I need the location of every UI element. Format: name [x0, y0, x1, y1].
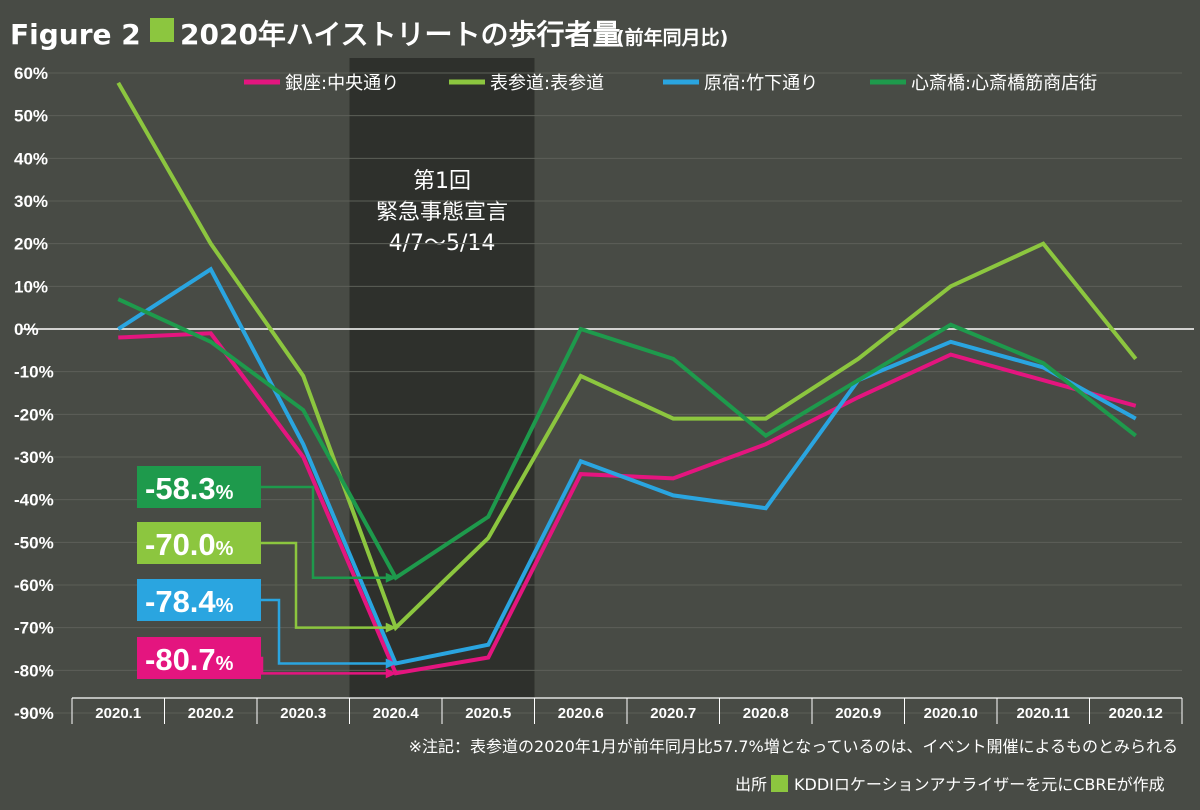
x-tick-label: 2020.9	[835, 705, 881, 722]
y-tick-label: -80%	[14, 661, 54, 680]
y-tick-label: 40%	[14, 149, 48, 168]
x-tick-label: 2020.4	[373, 705, 420, 722]
grid	[22, 72, 1194, 714]
x-tick-label: 2020.11	[1017, 705, 1070, 722]
x-tick-label: 2020.3	[280, 705, 326, 722]
callout-arrowhead	[385, 658, 397, 669]
y-axis: 60% 50% 40% 30% 20% 10% 0% -10% -20% -30% -40% -50%…	[14, 64, 54, 723]
y-tick-label: 10%	[14, 277, 48, 296]
x-tick-label: 2020.10	[924, 705, 978, 722]
legend-label-shinsaibashi: 心斎橋:心斎橋筋商店街	[911, 73, 1097, 94]
emergency-period-shade	[349, 58, 535, 698]
callout-arrowhead	[385, 668, 397, 679]
series-line-3	[117, 297, 1137, 581]
callout-value: -80.7%	[145, 642, 234, 677]
y-tick-label: -70%	[14, 619, 54, 638]
x-tick-label: 2020.2	[188, 705, 234, 722]
chart-subtitle: (前年同月比)	[616, 26, 728, 49]
figure-label: Figure 2	[10, 18, 141, 51]
legend-label-omotesando: 表参道:表参道	[490, 73, 604, 94]
callout-value: -78.4%	[145, 584, 234, 619]
footnote: ※注記：表参道の2020年1月が前年同月比57.7%増となっているのは、イベント…	[409, 737, 1178, 756]
y-tick-label: -20%	[14, 405, 54, 424]
y-tick-label: -40%	[14, 491, 54, 510]
y-tick-label: -60%	[14, 576, 54, 595]
y-tick-label: -90%	[14, 704, 54, 723]
series-line-2	[117, 266, 1137, 666]
source-label: 出所	[735, 775, 767, 794]
y-tick-label: -30%	[14, 448, 54, 467]
callout-value: -70.0%	[145, 527, 234, 562]
callout-box	[137, 637, 261, 679]
callout-value: -58.3%	[145, 471, 234, 506]
legend: 銀座:中央通り 表参道:表参道 原宿:竹下通り 心斎橋:心斎橋筋商店街	[244, 73, 1097, 94]
x-tick-label: 2020.5	[465, 705, 511, 722]
series-line-0	[118, 331, 1137, 676]
title-square-icon	[150, 18, 174, 42]
x-tick-label: 2020.12	[1109, 705, 1163, 722]
callout-box	[137, 466, 261, 508]
series-line-1	[116, 81, 1138, 632]
callout-connector	[261, 598, 388, 665]
x-tick-label: 2020.7	[650, 705, 696, 722]
y-tick-label: 20%	[14, 235, 48, 254]
emergency-period-label-line1: 第1回	[413, 169, 471, 194]
x-axis: 2020.1 2020.2 2020.3 2020.4 2020.5 2020.6 2020…	[71, 697, 1183, 724]
emergency-period-label-line2: 緊急事態宣言	[376, 200, 508, 225]
callout-box	[137, 579, 261, 621]
source-text: KDDIロケーションアナライザーを元にCBREが作成	[794, 775, 1165, 794]
x-tick-label: 2020.6	[558, 705, 604, 722]
x-tick-label: 2020.8	[743, 705, 789, 722]
y-tick-label: 0%	[14, 320, 39, 339]
y-tick-label: -10%	[14, 363, 54, 382]
y-tick-label: 60%	[14, 64, 48, 83]
callout-connector	[261, 541, 388, 629]
y-tick-label: -50%	[14, 533, 54, 552]
x-tick-label: 2020.1	[95, 705, 141, 722]
y-tick-label: 50%	[14, 107, 48, 126]
series-lines	[116, 81, 1138, 676]
callout-box	[137, 522, 261, 564]
legend-label-ginza: 銀座:中央通り	[285, 73, 399, 94]
callouts: -58.3% -70.0% -78.4% -80.7%	[137, 466, 397, 679]
callout-arrowhead	[385, 622, 397, 633]
callout-connector	[261, 485, 388, 579]
callout-arrowhead	[385, 572, 397, 583]
chart-title: 2020年ハイストリートの歩行者量	[180, 18, 621, 51]
source-square-icon	[771, 775, 788, 792]
legend-label-harajuku: 原宿:竹下通り	[704, 73, 818, 94]
callout-connector	[260, 656, 388, 675]
y-tick-label: 30%	[14, 192, 48, 211]
